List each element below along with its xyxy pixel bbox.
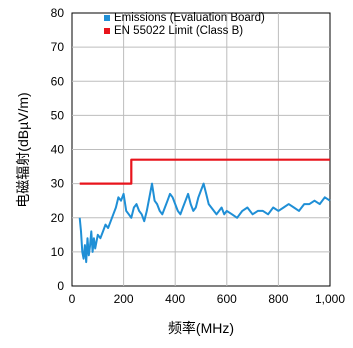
x-tick-label: 800 (268, 292, 288, 306)
legend: Emissions (Evaluation Board)EN 55022 Lim… (104, 12, 265, 37)
series-line-emissions (78, 182, 331, 264)
series-line-limit (79, 158, 330, 185)
y-axis-label: 电磁辐射(dBµV/m) (15, 92, 31, 207)
legend-swatch (104, 15, 110, 21)
x-tick-label: 1,000 (315, 292, 345, 306)
y-tick-label: 60 (51, 74, 65, 88)
x-tick-label: 400 (165, 292, 185, 306)
grid (72, 13, 330, 286)
ticks: 0 200 400 600 800 1,000 0 10 20 30 40 50 60 70 80 (51, 6, 346, 306)
legend-swatch (104, 28, 110, 34)
y-tick-label: 10 (51, 245, 65, 259)
legend-label: EN 55022 Limit (Class B) (114, 25, 243, 37)
y-tick-label: 40 (51, 143, 65, 157)
y-tick-label: 0 (57, 279, 64, 293)
x-tick-label: 600 (217, 292, 237, 306)
x-axis-label: 频率(MHz) (168, 320, 234, 336)
y-tick-label: 80 (51, 6, 65, 20)
x-tick-label: 0 (69, 292, 76, 306)
y-tick-label: 30 (51, 177, 65, 191)
y-tick-label: 20 (51, 211, 65, 225)
legend-label: Emissions (Evaluation Board) (114, 12, 265, 24)
y-tick-label: 70 (51, 40, 65, 54)
x-tick-label: 200 (114, 292, 134, 306)
series-group (78, 158, 331, 264)
y-tick-label: 50 (51, 108, 65, 122)
